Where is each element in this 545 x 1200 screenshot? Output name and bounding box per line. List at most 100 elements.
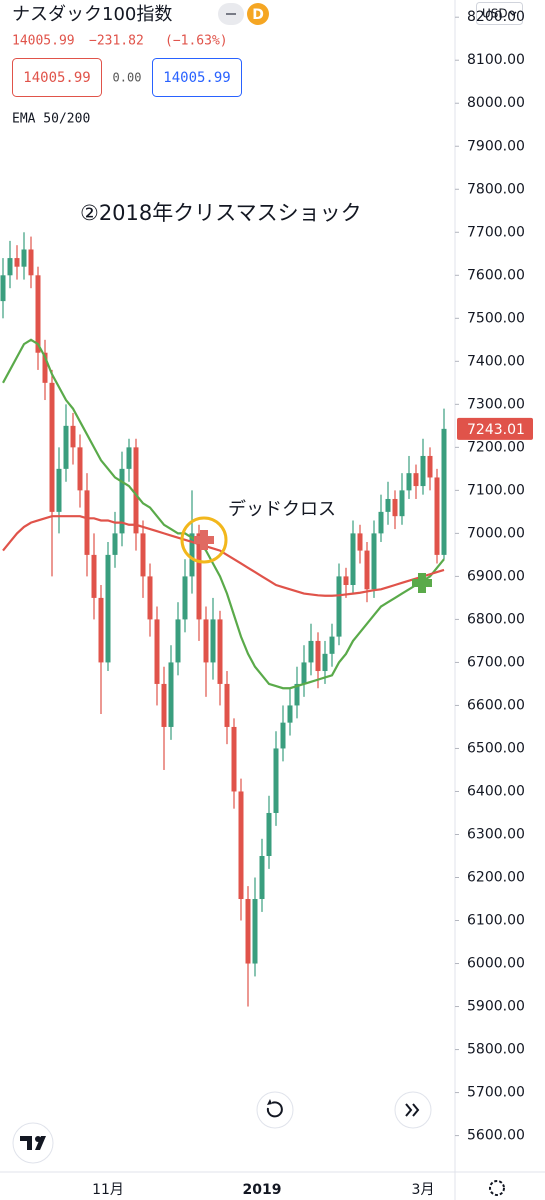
scroll-forward-button[interactable] [394,1091,432,1129]
x-tick-label: 2019 [243,1182,282,1198]
y-tick-label: 7800.00 [467,181,525,197]
candle-body [413,473,419,487]
bid-price: 14005.99 [23,70,90,86]
candle-body [147,576,153,620]
candle-body [203,619,209,663]
candle-body [287,705,293,723]
x-tick-label: 3月 [412,1182,435,1198]
candle-body [49,382,55,512]
candle-body [315,640,321,672]
y-tick-label: 5700.00 [467,1085,525,1101]
candle-body [126,447,132,469]
candle-body [35,275,41,353]
candle-body [42,352,48,383]
y-tick-label: 5900.00 [467,999,525,1015]
candle-body [133,447,139,534]
candle-body [105,554,111,663]
candle-body [98,597,104,663]
y-tick-label: 7100.00 [467,482,525,498]
y-tick-label: 7200.00 [467,439,525,455]
candle-body [175,619,181,663]
candle-body [399,490,405,517]
candle-body [168,662,174,727]
scroll-forward-icon [405,1103,420,1117]
y-tick-label: 7600.00 [467,267,525,283]
candle-body [14,258,20,267]
settings-icon[interactable] [489,1180,505,1196]
candle-body [245,899,251,964]
candle-body [392,498,398,517]
y-tick-label: 6500.00 [467,740,525,756]
symbol-name: ナスダック100指数 [12,4,172,25]
y-tick-label: 7900.00 [467,138,525,154]
interval-badge[interactable] [247,3,269,25]
logo-dot [35,1136,41,1142]
buy-box[interactable] [152,58,242,97]
candle-body [140,533,146,577]
candle-body [119,468,125,534]
candle-body [182,576,188,620]
y-tick-label: 6600.00 [467,697,525,713]
candle-body [441,428,447,555]
sell-box[interactable] [12,58,102,97]
currency-button[interactable] [476,2,523,25]
candle-body [56,468,62,512]
candle-body [259,855,265,900]
candle-body [378,511,384,534]
y-tick-label: 6700.00 [467,654,525,670]
y-tick-label: 7700.00 [467,224,525,240]
candle-body [28,249,34,276]
quote-change: −231.82 [89,34,144,49]
candle-body [322,653,328,672]
golden-cross-marker [412,573,432,593]
y-tick-label: 6900.00 [467,568,525,584]
y-tick-label: 8000.00 [467,95,525,111]
candle-body [252,899,258,964]
plot-area [0,232,447,1007]
reset-button[interactable] [256,1091,294,1129]
logo-button[interactable] [12,1122,54,1164]
candle-body [343,576,349,585]
interval: D [252,7,264,23]
y-tick-label: 5800.00 [467,1042,525,1058]
candle-body [238,791,244,900]
candle-body [84,490,90,555]
candle-body [189,533,195,577]
candle-body [294,683,300,706]
y-tick-label: 7500.00 [467,310,525,326]
candle-body [280,722,286,749]
candle-body [385,498,391,512]
candle-body [231,726,237,792]
y-tick-label: 6000.00 [467,956,525,972]
y-tick-label: 7000.00 [467,525,525,541]
candle-body [154,619,160,684]
candle-body [273,748,279,813]
candle-body [63,425,69,469]
ask-price: 14005.99 [163,70,230,86]
candle-body [161,683,167,727]
candle-body [406,473,412,491]
candle-body [420,455,426,487]
quote-price: 14005.99 [12,34,75,49]
y-tick-label: 8200.00 [467,9,525,25]
x-tick-label: 11月 [92,1182,124,1198]
candle-body [301,662,307,684]
candle-body [266,812,272,856]
y-tick-label: 7300.00 [467,396,525,412]
quote-change-pct: (−1.63%) [165,34,228,49]
y-tick-label: 8100.00 [467,52,525,68]
annotation-text: デッドクロス [228,499,336,520]
candle-body [70,425,76,448]
ema-line [2,338,445,690]
candle-body [427,455,433,478]
candle-body [7,258,13,276]
candle-body [210,619,216,663]
candle-body [364,550,370,590]
candle-body [112,533,118,555]
cross-highlight [180,516,228,564]
candle-body [0,275,6,302]
y-tick-label: 6300.00 [467,826,525,842]
candle-body [224,683,230,727]
dead-cross-marker [194,530,214,550]
